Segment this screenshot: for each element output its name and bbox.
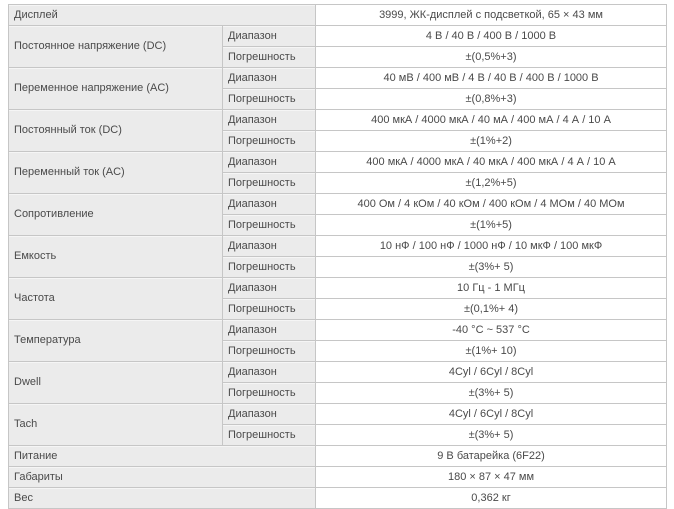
spec-value: ±(3%+ 5) [315,256,668,278]
spec-label: Переменное напряжение (AC) [8,67,223,110]
spec-label: Tach [8,403,223,446]
spec-label: Габариты [7,466,317,488]
spec-value: ±(0,5%+3) [315,46,668,68]
spec-label: Вес [7,487,317,509]
spec-value: ±(0,8%+3) [315,88,668,110]
spec-value: 9 В батарейка (6F22) [315,445,668,467]
spec-param: Погрешность [221,298,317,320]
spec-label: Dwell [8,361,223,404]
spec-label: Сопротивление [8,193,223,236]
spec-row-dwell-accuracy: Погрешность ±(3%+ 5) [9,382,668,404]
spec-row-resistance-accuracy: Погрешность ±(1%+5) [9,214,668,236]
spec-value: 4 В / 40 В / 400 В / 1000 В [315,25,668,47]
spec-param: Погрешность [221,130,317,152]
spec-value: ±(1%+ 10) [315,340,668,362]
spec-param: Диапазон [221,361,317,383]
spec-value: 180 × 87 × 47 мм [315,466,668,488]
spec-row-resistance-range: Сопротивление Диапазон 400 Ом / 4 кОм / … [8,193,668,236]
spec-row-dwell-range: Dwell Диапазон 4Cyl / 6Cyl / 8Cyl [8,361,668,404]
spec-value: -40 °C ~ 537 °C [315,319,668,341]
spec-row-dc-current-range: Постоянный ток (DC) Диапазон 400 мкА / 4… [8,109,668,152]
spec-param: Погрешность [221,382,317,404]
spec-row-dc-current-accuracy: Погрешность ±(1%+2) [9,130,668,152]
spec-param: Диапазон [221,25,317,47]
specs-table: Дисплей 3999, ЖК-дисплей с подсветкой, 6… [7,4,668,509]
spec-value: 10 Гц - 1 МГц [315,277,668,299]
spec-row-tach-range: Tach Диапазон 4Cyl / 6Cyl / 8Cyl [8,403,668,446]
spec-value: 400 Ом / 4 кОм / 40 кОм / 400 кОм / 4 МО… [315,193,668,215]
spec-value: 0,362 кг [315,487,668,509]
spec-value: ±(1%+5) [315,214,668,236]
page: Дисплей 3999, ЖК-дисплей с подсветкой, 6… [7,4,668,509]
spec-value: 10 нФ / 100 нФ / 1000 нФ / 10 мкФ / 100 … [315,235,668,257]
spec-param: Погрешность [221,46,317,68]
spec-param: Погрешность [221,424,317,446]
spec-param: Погрешность [221,214,317,236]
spec-param: Диапазон [221,193,317,215]
spec-value: 4Cyl / 6Cyl / 8Cyl [315,361,668,383]
spec-label: Частота [8,277,223,320]
spec-param: Погрешность [221,172,317,194]
spec-value: ±(0,1%+ 4) [315,298,668,320]
spec-param: Диапазон [221,319,317,341]
spec-value: ±(1%+2) [315,130,668,152]
spec-label: Постоянный ток (DC) [8,109,223,152]
spec-label: Переменный ток (AC) [8,151,223,194]
spec-row-display: Дисплей 3999, ЖК-дисплей с подсветкой, 6… [7,4,668,26]
spec-row-dc-voltage-range: Постоянное напряжение (DC) Диапазон 4 В … [8,25,668,68]
spec-row-temperature-accuracy: Погрешность ±(1%+ 10) [9,340,668,362]
spec-param: Погрешность [221,340,317,362]
spec-row-weight: Вес 0,362 кг [7,487,668,509]
spec-value: ±(1,2%+5) [315,172,668,194]
spec-row-frequency-accuracy: Погрешность ±(0,1%+ 4) [9,298,668,320]
spec-row-dimensions: Габариты 180 × 87 × 47 мм [7,466,668,488]
spec-value: 4Cyl / 6Cyl / 8Cyl [315,403,668,425]
spec-label: Температура [8,319,223,362]
spec-row-ac-voltage-range: Переменное напряжение (AC) Диапазон 40 м… [8,67,668,110]
spec-row-power: Питание 9 В батарейка (6F22) [7,445,668,467]
spec-param: Диапазон [221,403,317,425]
spec-value: 400 мкА / 4000 мкА / 40 мА / 400 мА / 4 … [315,109,668,131]
spec-value: ±(3%+ 5) [315,382,668,404]
spec-row-ac-current-range: Переменный ток (AC) Диапазон 400 мкА / 4… [8,151,668,194]
spec-param: Диапазон [221,151,317,173]
spec-label: Дисплей [7,4,317,26]
spec-param: Погрешность [221,256,317,278]
spec-label: Емкость [8,235,223,278]
spec-row-frequency-range: Частота Диапазон 10 Гц - 1 МГц [8,277,668,320]
spec-param: Диапазон [221,235,317,257]
spec-row-capacitance-accuracy: Погрешность ±(3%+ 5) [9,256,668,278]
spec-param: Диапазон [221,67,317,89]
spec-label: Питание [7,445,317,467]
spec-value: 400 мкА / 4000 мкА / 40 мкА / 400 мкА / … [315,151,668,173]
spec-param: Погрешность [221,88,317,110]
spec-value: 40 мВ / 400 мВ / 4 В / 40 В / 400 В / 10… [315,67,668,89]
spec-value: 3999, ЖК-дисплей с подсветкой, 65 × 43 м… [315,4,668,26]
spec-param: Диапазон [221,277,317,299]
spec-label: Постоянное напряжение (DC) [8,25,223,68]
spec-row-ac-voltage-accuracy: Погрешность ±(0,8%+3) [9,88,668,110]
spec-row-temperature-range: Температура Диапазон -40 °C ~ 537 °C [8,319,668,362]
spec-param: Диапазон [221,109,317,131]
spec-row-tach-accuracy: Погрешность ±(3%+ 5) [9,424,668,446]
spec-row-dc-voltage-accuracy: Погрешность ±(0,5%+3) [9,46,668,68]
spec-value: ±(3%+ 5) [315,424,668,446]
spec-row-capacitance-range: Емкость Диапазон 10 нФ / 100 нФ / 1000 н… [8,235,668,278]
